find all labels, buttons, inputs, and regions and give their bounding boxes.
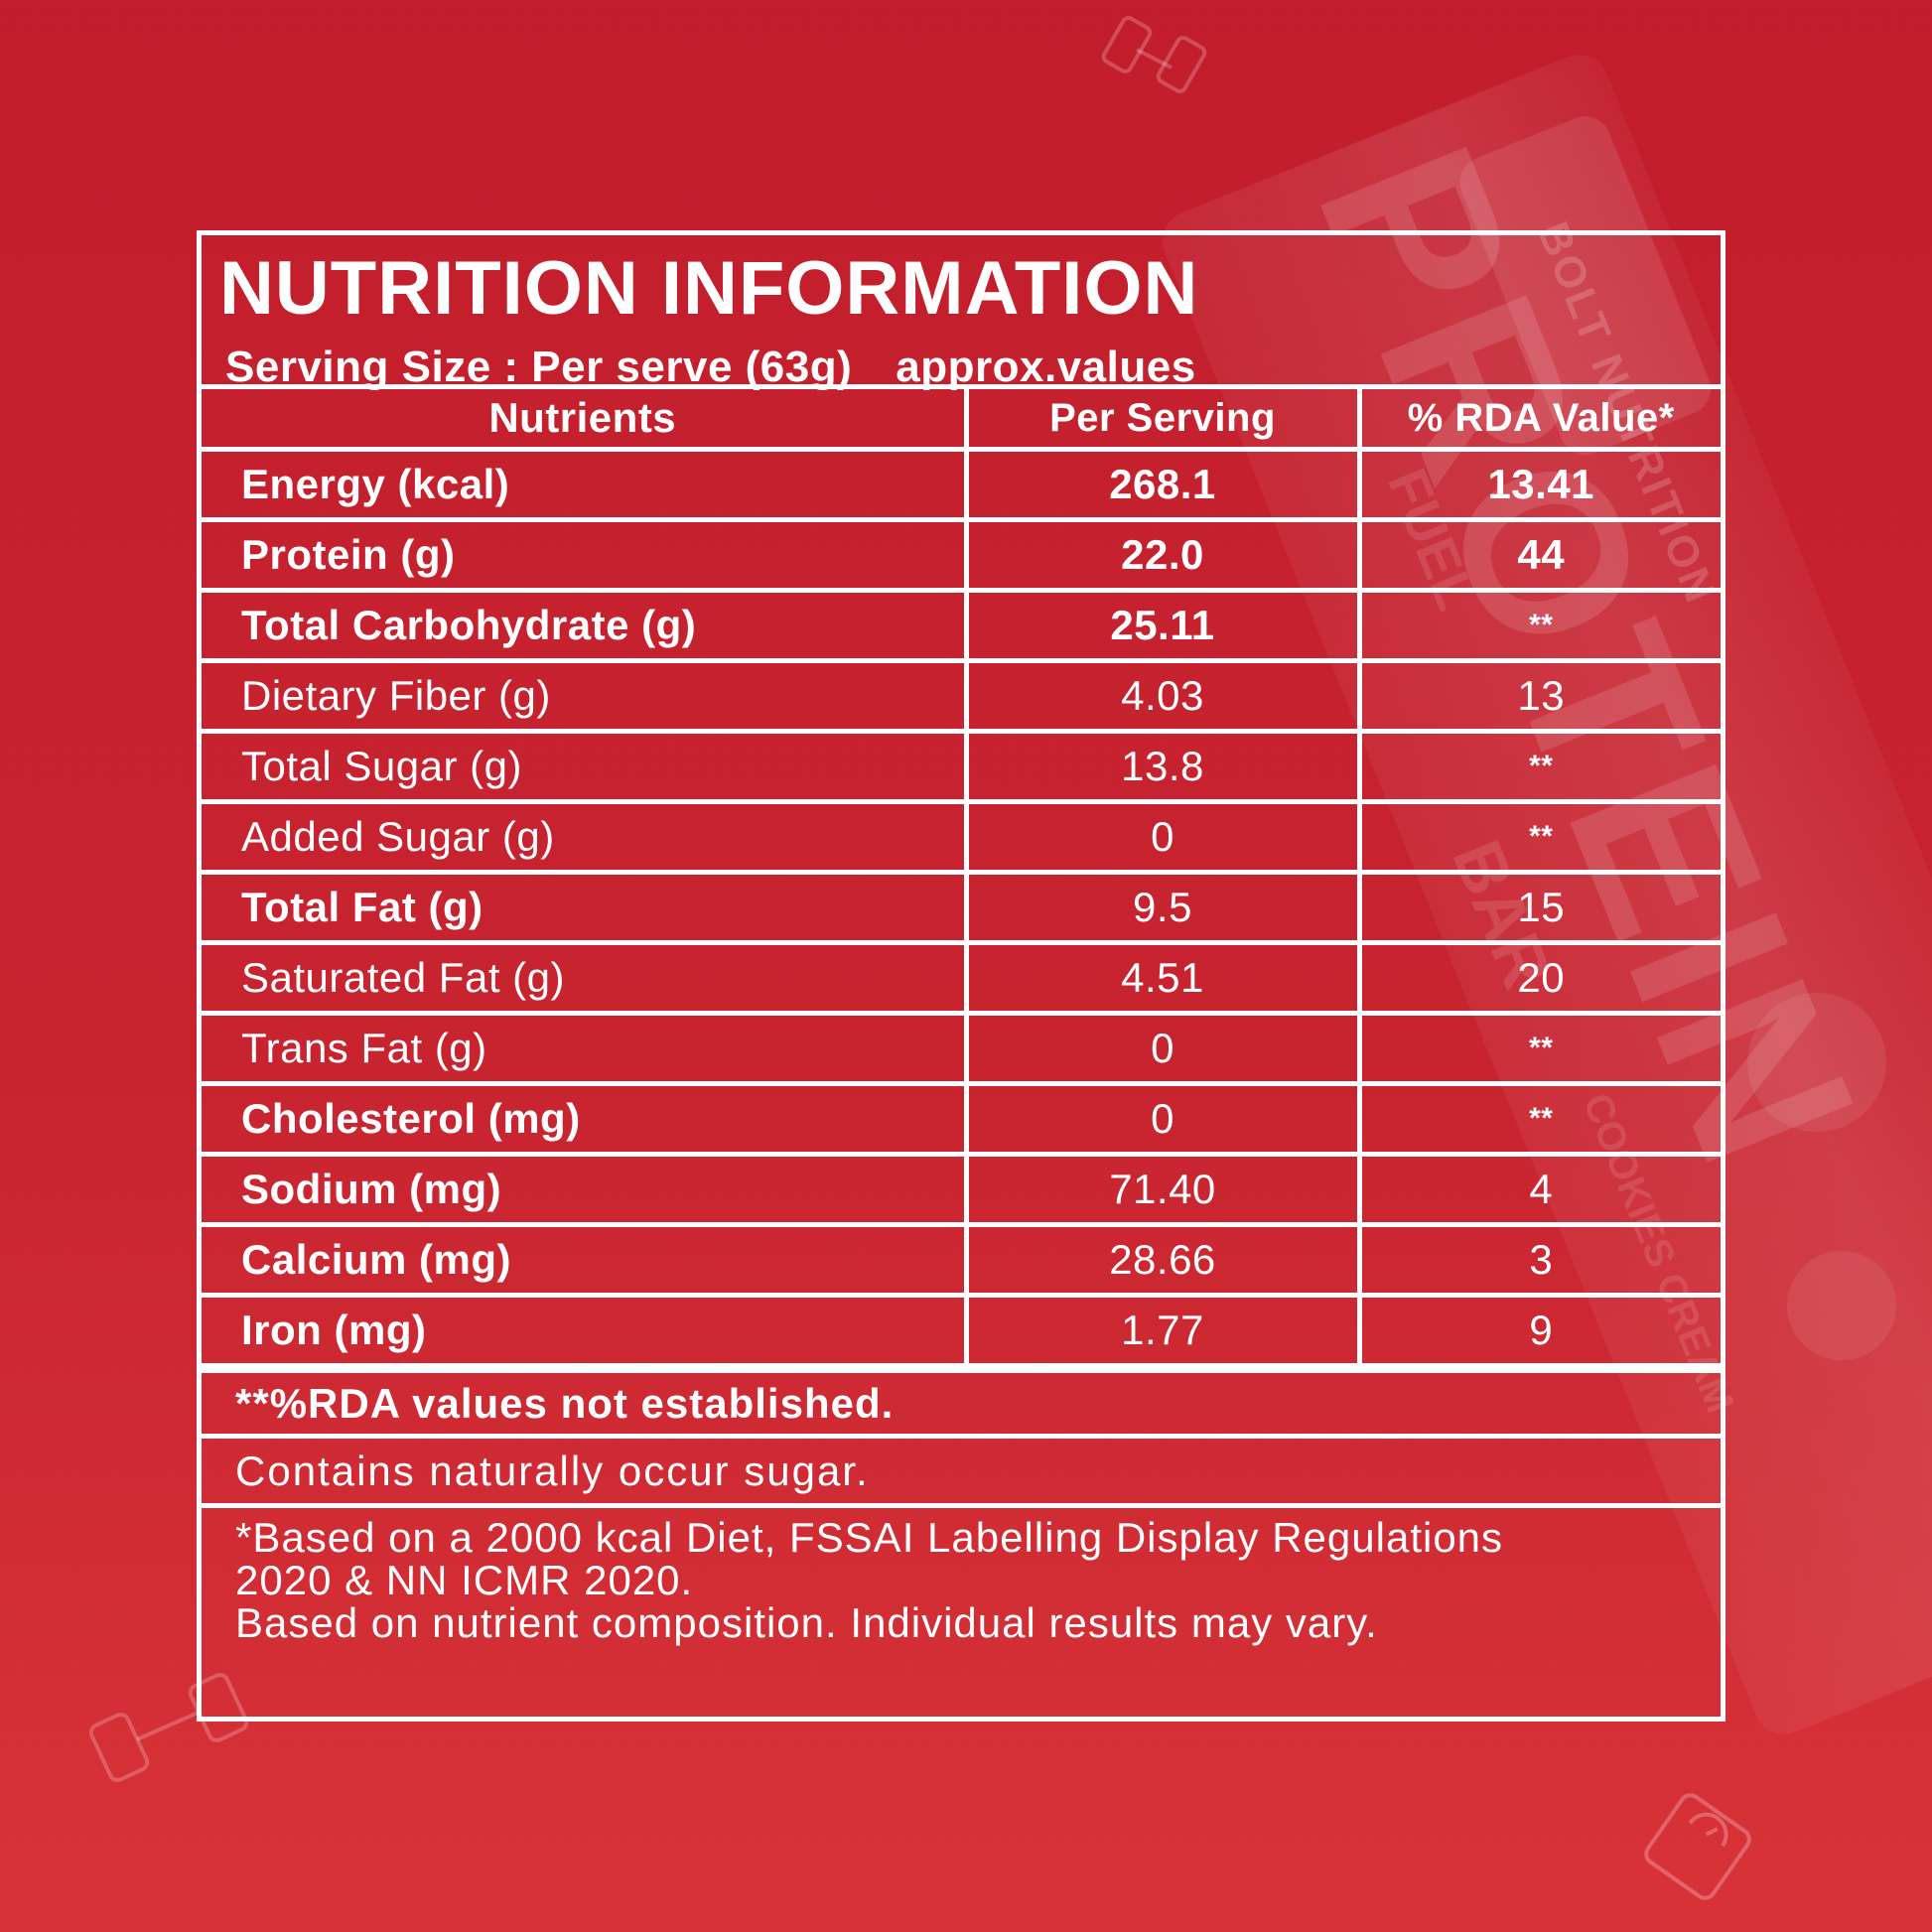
nutrient-value: 0 — [963, 1081, 1362, 1157]
nutrient-name: Cholesterol (mg) — [202, 1081, 969, 1157]
nutrition-table: Nutrients Per Serving % RDA Value* Energ… — [202, 384, 1721, 1368]
nutrient-name: Total Carbohydrate (g) — [202, 588, 969, 663]
nutrient-name: Sodium (mg) — [202, 1152, 969, 1227]
sugar-footnote: Contains naturally occur sugar. — [202, 1434, 1721, 1503]
nutrient-value: 71.40 — [963, 1152, 1362, 1227]
basis-line: Based on nutrient composition. Individua… — [235, 1599, 1378, 1646]
nutrient-name: Total Fat (g) — [202, 870, 969, 945]
table-row: Added Sugar (g) 0 ** — [202, 799, 1721, 875]
basis-line: 2020 & NN ICMR 2020. — [235, 1557, 694, 1603]
nutrient-value: 4.51 — [963, 940, 1362, 1016]
rda-footnote: **%RDA values not established. — [202, 1368, 1721, 1434]
nutrition-label: NUTRITION INFORMATION Serving Size : Per… — [197, 230, 1725, 1722]
nutrient-name: Saturated Fat (g) — [202, 940, 969, 1016]
table-row: Total Carbohydrate (g) 25.11 ** — [202, 588, 1721, 663]
nutrient-rda: 44 — [1356, 517, 1721, 593]
table-row: Energy (kcal) 268.1 13.41 — [202, 447, 1721, 522]
nutrient-rda: ** — [1356, 1011, 1721, 1086]
approx-values-text: approx.values — [896, 343, 1196, 391]
header-rda: % RDA Value* — [1356, 384, 1721, 452]
table-row: Cholesterol (mg) 0 ** — [202, 1081, 1721, 1157]
serving-size-line: Serving Size : Per serve (63g) approx.val… — [225, 343, 1705, 392]
nutrient-name: Iron (mg) — [202, 1293, 969, 1368]
table-row: Iron (mg) 1.77 9 — [202, 1293, 1721, 1368]
nutrient-rda: ** — [1356, 729, 1721, 804]
table-row: Protein (g) 22.0 44 — [202, 517, 1721, 593]
splash-shape — [1747, 993, 1886, 1132]
nutrient-rda: 3 — [1356, 1222, 1721, 1298]
nutrient-name: Dietary Fiber (g) — [202, 658, 969, 734]
nutrient-value: 28.66 — [963, 1222, 1362, 1298]
table-row: Sodium (mg) 71.40 4 — [202, 1152, 1721, 1227]
header-nutrients: Nutrients — [202, 384, 969, 452]
nutrient-value: 13.8 — [963, 729, 1362, 804]
nutrient-rda: 20 — [1356, 940, 1721, 1016]
table-row: Dietary Fiber (g) 4.03 13 — [202, 658, 1721, 734]
serving-size-text: Serving Size : Per serve (63g) — [225, 343, 853, 391]
page-title: NUTRITION INFORMATION — [219, 246, 1199, 331]
nutrient-value: 0 — [963, 799, 1362, 875]
table-row: Total Sugar (g) 13.8 ** — [202, 729, 1721, 804]
nutrient-rda: 4 — [1356, 1152, 1721, 1227]
nutrient-name: Protein (g) — [202, 517, 969, 593]
nutrient-value: 1.77 — [963, 1293, 1362, 1368]
nutrient-name: Calcium (mg) — [202, 1222, 969, 1298]
nutrient-value: 268.1 — [963, 447, 1362, 522]
table-header-row: Nutrients Per Serving % RDA Value* — [202, 384, 1721, 452]
nutrient-name: Energy (kcal) — [202, 447, 969, 522]
basis-line: *Based on a 2000 kcal Diet, FSSAI Labell… — [235, 1514, 1504, 1561]
nutrient-name: Total Sugar (g) — [202, 729, 969, 804]
nutrient-rda: 9 — [1356, 1293, 1721, 1368]
basis-footnote: *Based on a 2000 kcal Diet, FSSAI Labell… — [202, 1503, 1721, 1717]
table-row: Total Fat (g) 9.5 15 — [202, 870, 1721, 945]
nutrient-rda: ** — [1356, 1081, 1721, 1157]
table-row: Saturated Fat (g) 4.51 20 — [202, 940, 1721, 1016]
nutrient-value: 4.03 — [963, 658, 1362, 734]
nutrient-rda: 13 — [1356, 658, 1721, 734]
table-row: Trans Fat (g) 0 ** — [202, 1011, 1721, 1086]
nutrient-value: 0 — [963, 1011, 1362, 1086]
weight-scale-icon — [1644, 1793, 1751, 1900]
nutrient-rda: ** — [1356, 799, 1721, 875]
dumbbell-icon — [1101, 16, 1207, 93]
nutrient-value: 22.0 — [963, 517, 1362, 593]
splash-shape — [1787, 1251, 1896, 1360]
nutrient-rda: 13.41 — [1356, 447, 1721, 522]
nutrient-value: 25.11 — [963, 588, 1362, 663]
table-row: Calcium (mg) 28.66 3 — [202, 1222, 1721, 1298]
header-per-serving: Per Serving — [963, 384, 1362, 452]
nutrient-rda: ** — [1356, 588, 1721, 663]
nutrient-value: 9.5 — [963, 870, 1362, 945]
nutrient-name: Added Sugar (g) — [202, 799, 969, 875]
nutrient-rda: 15 — [1356, 870, 1721, 945]
label-header: NUTRITION INFORMATION Serving Size : Per… — [202, 235, 1721, 392]
nutrient-name: Trans Fat (g) — [202, 1011, 969, 1086]
